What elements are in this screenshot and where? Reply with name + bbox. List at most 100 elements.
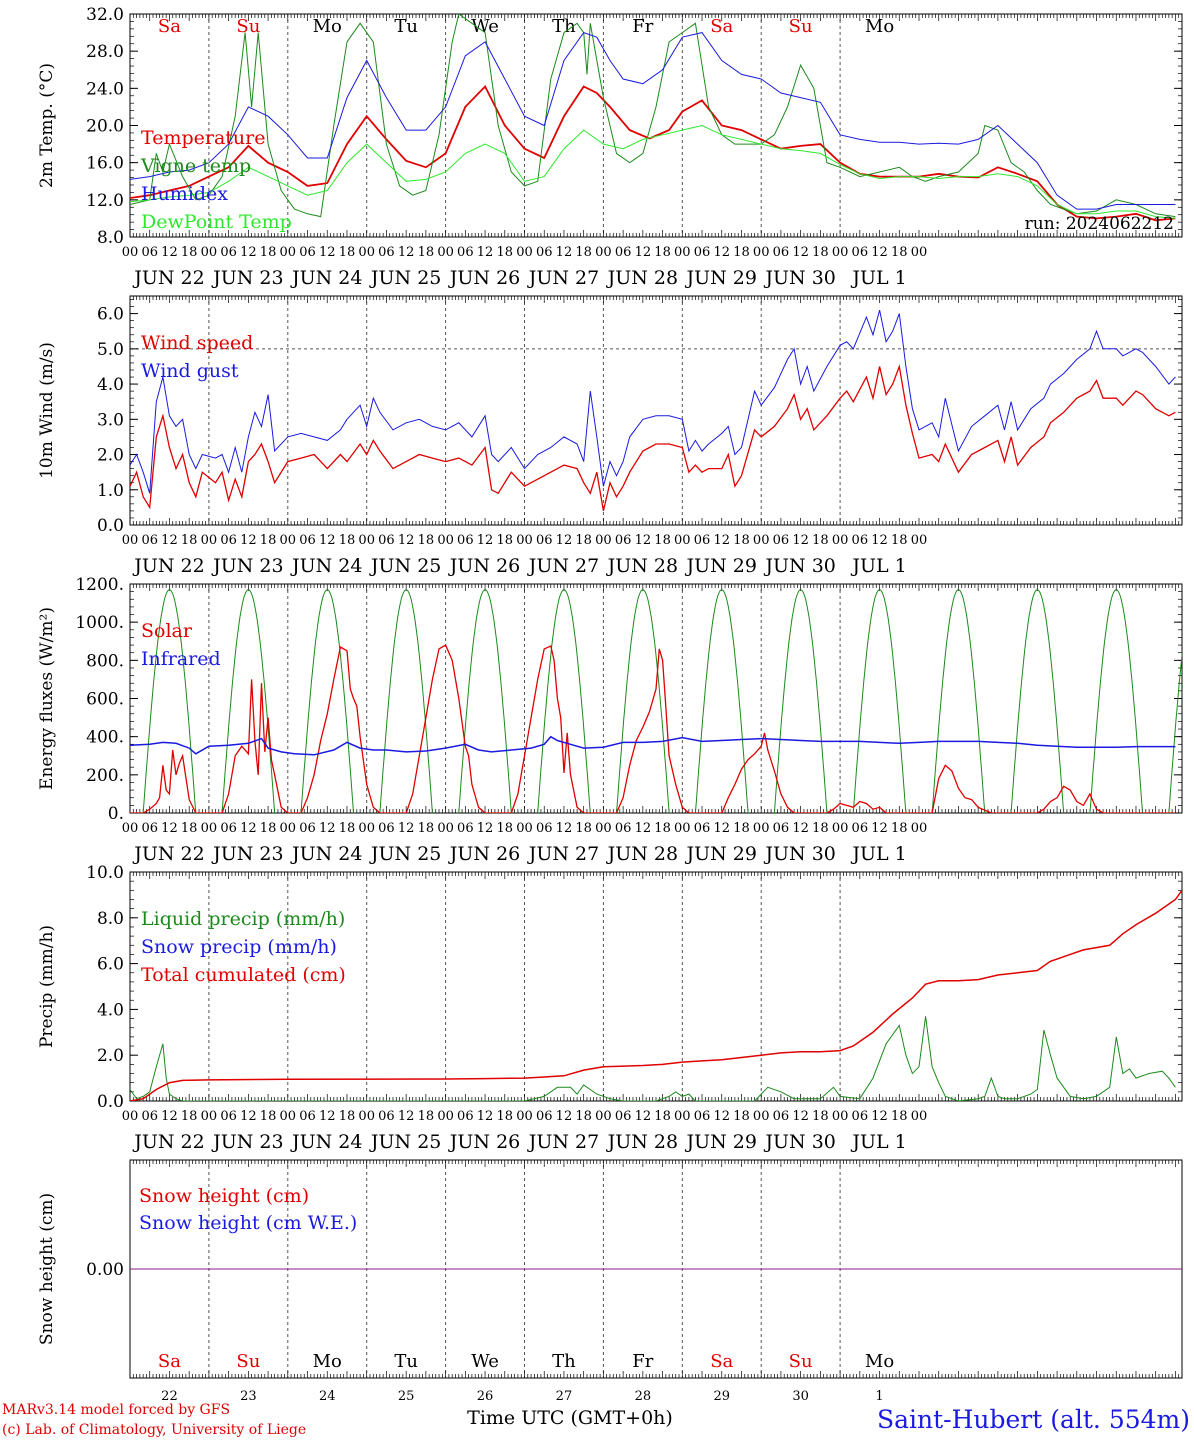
panel-3: 0. 200. 400. 600. 800. 1000. 1200. Energy fluxe… <box>37 575 1183 865</box>
x-hour-label: 00 <box>201 245 218 260</box>
x-hour-label: 00 <box>595 533 612 548</box>
x-hour-label: 00 <box>122 1109 139 1124</box>
weekday-label: Th <box>552 1351 576 1372</box>
weekday-label: Sa <box>158 1351 181 1372</box>
x-hour-label: 06 <box>615 533 632 548</box>
y-tick-label: 0.0 <box>97 1092 124 1112</box>
x-day-label: JUN 26 <box>448 1131 520 1153</box>
x-day-label: JUN 26 <box>448 555 520 577</box>
x-hour-label: 18 <box>181 821 198 836</box>
x-hour-label: 06 <box>694 245 711 260</box>
x-hour-label: 12 <box>240 1109 257 1124</box>
weekday-label: Su <box>789 1351 813 1372</box>
x-hour-label: 12 <box>635 1109 652 1124</box>
y-axis-label: Energy fluxes (W/m²) <box>37 607 57 790</box>
x-day-label: JUN 23 <box>211 1131 283 1153</box>
x-hour-label: 06 <box>852 821 869 836</box>
panel-1: 8.0 12.0 16.0 20.0 24.0 28.0 32.0 2m Temp. (°C)… <box>37 5 1183 289</box>
x-hour-label: 06 <box>536 245 553 260</box>
x-day-label: JUN 22 <box>132 1131 204 1153</box>
x-hour-label: 00 <box>437 533 454 548</box>
x-hour-label: 18 <box>812 821 829 836</box>
x-day-number: 25 <box>398 1389 415 1404</box>
x-hour-label: 18 <box>812 1109 829 1124</box>
y-tick-label: 1.0 <box>97 481 124 501</box>
x-hour-label: 00 <box>358 821 375 836</box>
x-day-label: JUN 24 <box>290 1131 362 1153</box>
y-tick-label: 6.0 <box>97 955 124 975</box>
x-hour-label: 12 <box>161 1109 178 1124</box>
x-hour-label: 00 <box>358 245 375 260</box>
series-group <box>130 309 1176 512</box>
x-hour-label: 18 <box>339 533 356 548</box>
series-infrared <box>130 735 1176 756</box>
x-hour-label: 18 <box>575 533 592 548</box>
x-day-label: JUN 30 <box>763 1131 835 1153</box>
x-day-label: JUN 23 <box>211 555 283 577</box>
x-hour-label: 12 <box>398 533 415 548</box>
x-hour-label: 18 <box>181 533 198 548</box>
x-hour-label: 00 <box>674 1109 691 1124</box>
x-hour-label: 00 <box>437 245 454 260</box>
x-hour-label: 00 <box>516 821 533 836</box>
x-hour-label: 00 <box>911 821 928 836</box>
x-hour-label: 12 <box>556 821 573 836</box>
x-hour-label: 18 <box>654 533 671 548</box>
x-hour-label: 00 <box>201 821 218 836</box>
x-hour-label: 00 <box>753 245 770 260</box>
legend-entry: Temperature <box>141 127 265 149</box>
x-hour-label: 12 <box>792 533 809 548</box>
x-hour-label: 06 <box>457 245 474 260</box>
x-hour-label: 18 <box>260 821 277 836</box>
x-hour-label: 00 <box>832 821 849 836</box>
x-day-number: 28 <box>635 1389 652 1404</box>
x-hour-label: 00 <box>280 245 297 260</box>
y-tick-label: 8.0 <box>97 909 124 929</box>
x-hour-label: 12 <box>477 533 494 548</box>
y-tick-label: 600. <box>86 690 124 710</box>
y-axis-label: Precip (mm/h) <box>37 925 57 1048</box>
x-day-label: JUL 1 <box>850 267 906 289</box>
x-day-label: JUN 29 <box>685 1131 757 1153</box>
y-tick-label: 1000. <box>75 613 124 633</box>
x-hour-label: 06 <box>299 1109 316 1124</box>
x-day-label: JUN 30 <box>763 555 835 577</box>
x-hour-label: 06 <box>141 245 158 260</box>
chart-footer: MARv3.14 model forced by GFS (c) Lab. of… <box>2 1402 1190 1438</box>
weekday-label: Su <box>236 16 260 37</box>
x-hour-label: 12 <box>635 821 652 836</box>
y-axis-label: 2m Temp. (°C) <box>37 63 57 188</box>
y-tick-label: 1200. <box>75 575 124 595</box>
x-day-label: JUN 28 <box>606 267 678 289</box>
x-hour-label: 00 <box>911 533 928 548</box>
x-day-label: JUN 27 <box>527 1131 599 1153</box>
x-hour-label: 06 <box>220 533 237 548</box>
series-group <box>130 14 1176 222</box>
x-hour-label: 06 <box>220 821 237 836</box>
x-hour-label: 18 <box>733 821 750 836</box>
y-tick-label: 28.0 <box>86 42 124 62</box>
x-hour-label: 00 <box>911 245 928 260</box>
weekday-label: Th <box>552 16 576 37</box>
x-hour-label: 18 <box>654 1109 671 1124</box>
legend-entry: Solar <box>141 620 193 642</box>
x-day-label: JUL 1 <box>850 843 906 865</box>
y-tick-label: 2.0 <box>97 446 124 466</box>
y-tick-label: 20.0 <box>86 117 124 137</box>
x-hour-label: 00 <box>595 1109 612 1124</box>
x-day-label: JUN 23 <box>211 843 283 865</box>
x-hour-label: 18 <box>891 821 908 836</box>
x-day-label: JUN 25 <box>369 267 441 289</box>
weekday-label: Sa <box>710 16 733 37</box>
y-tick-label: 3.0 <box>97 410 124 430</box>
x-day-number: 23 <box>240 1389 257 1404</box>
x-day-label: JUN 28 <box>606 555 678 577</box>
x-hour-label: 18 <box>891 245 908 260</box>
y-tick-label: 2.0 <box>97 1046 124 1066</box>
x-day-label: JUN 22 <box>132 555 204 577</box>
credit-line-2: (c) Lab. of Climatology, University of L… <box>2 1422 306 1438</box>
x-hour-label: 18 <box>891 1109 908 1124</box>
x-hour-label: 12 <box>398 1109 415 1124</box>
